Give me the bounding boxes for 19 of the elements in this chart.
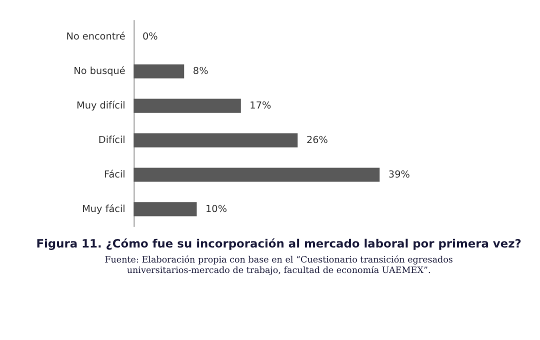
y-tick-label: Muy difícil — [76, 100, 126, 112]
data-label: 17% — [250, 100, 272, 112]
bar — [134, 168, 380, 182]
y-tick-label: No encontré — [66, 32, 126, 43]
data-label: 0% — [142, 32, 158, 43]
bar — [134, 133, 298, 148]
y-tick-label: Difícil — [98, 134, 126, 146]
data-label: 10% — [206, 204, 228, 215]
text: Figura 11. ¿Cómo fue su incorporación al mercado laboral por primera vez? — [36, 236, 522, 250]
source-note: Fuente: Elaboración propia con base en el “Cuestionario transición egresados universitarios-mercado de trabajo, facultad de economía UAEMEX”. — [104, 254, 454, 276]
bar — [134, 64, 184, 78]
data-label: 39% — [388, 169, 410, 180]
bar — [134, 202, 197, 216]
data-label: 8% — [192, 66, 208, 78]
bar — [134, 98, 241, 113]
y-tick-label: No busqué — [74, 66, 126, 78]
y-tick-label: Muy fácil — [82, 204, 126, 215]
data-label: 26% — [306, 134, 328, 146]
y-tick-label: Fácil — [104, 169, 126, 180]
